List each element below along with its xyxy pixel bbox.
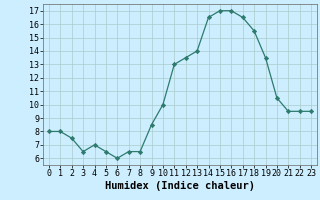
X-axis label: Humidex (Indice chaleur): Humidex (Indice chaleur) [105, 181, 255, 191]
